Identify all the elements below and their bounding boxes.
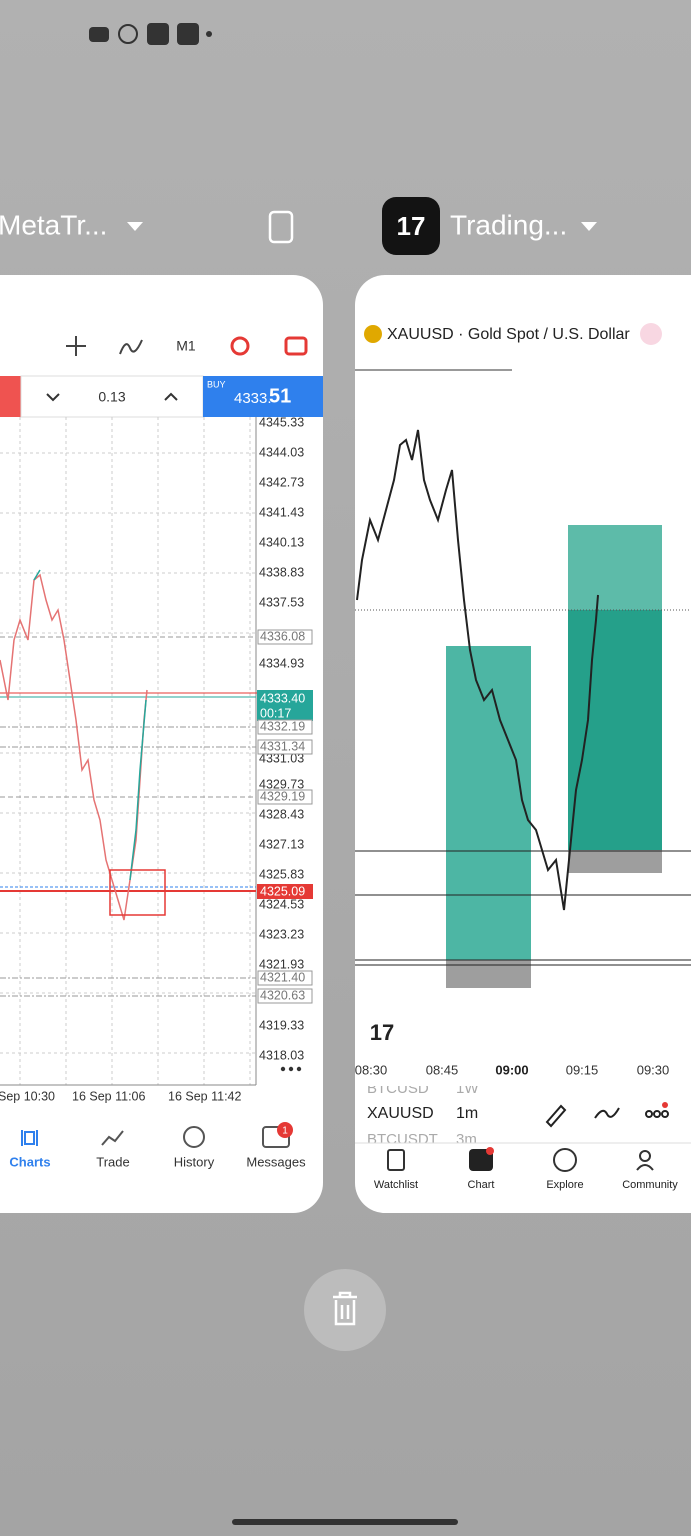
symbol-list[interactable]: BTCUSD 1W XAUUSD 1m BTCUSDT 3m	[367, 1080, 479, 1148]
time-label: 09:15	[566, 1062, 599, 1077]
price-label: 4321.40	[260, 970, 305, 984]
symbol[interactable]: XAUUSD	[367, 1105, 434, 1122]
price-label: 4337.53	[259, 595, 304, 609]
buy-price: 4333.	[234, 390, 272, 407]
price-label: 4329.73	[259, 777, 304, 791]
price-label: 4324.53	[259, 897, 304, 911]
dropdown-icon[interactable]	[127, 222, 143, 231]
time-label: 08:30	[355, 1062, 388, 1077]
price-axis	[257, 629, 313, 1004]
price-label: 4328.43	[259, 807, 304, 821]
price-label: 4336.08	[260, 629, 305, 643]
time-label: 08:45	[426, 1062, 459, 1077]
nav-label[interactable]: Watchlist	[374, 1179, 418, 1191]
app-logo: 17	[397, 211, 426, 241]
price-label: 4342.73	[259, 475, 304, 489]
nav-label[interactable]: Explore	[546, 1179, 583, 1191]
price-label: 4325.09	[260, 884, 305, 898]
position-box	[446, 646, 531, 960]
time-label: 16 Sep 11:06	[72, 1089, 145, 1103]
badge-count: 1	[282, 1126, 288, 1137]
volume[interactable]: 0.13	[98, 389, 125, 405]
metatrader-card[interactable]: M1 0.13 BUY 4333. 51	[0, 275, 323, 1213]
position-box	[568, 525, 662, 610]
price-candles	[356, 429, 599, 911]
tradingview-card[interactable]: XAUUSD · Gold Spot / U.S. Dollar 17 08:3…	[355, 275, 691, 1213]
buy-label: BUY	[207, 379, 226, 389]
nav-label[interactable]: Charts	[9, 1154, 50, 1169]
interval[interactable]: 1m	[456, 1105, 478, 1122]
time-label: Sep 10:30	[0, 1089, 55, 1103]
price-label: 4323.23	[259, 927, 304, 941]
timeframe[interactable]: M1	[176, 338, 196, 354]
nav-icons[interactable]	[387, 1148, 654, 1172]
price-label: 4334.93	[259, 656, 304, 670]
sell-button[interactable]	[0, 376, 21, 417]
price-label: 4344.03	[259, 445, 304, 459]
symbol[interactable]: BTCUSD	[367, 1080, 429, 1097]
status-icons	[89, 23, 212, 45]
price-label: 4325.83	[259, 867, 304, 881]
level-lines	[0, 636, 312, 997]
nav-icons[interactable]	[21, 1126, 290, 1148]
split-icon[interactable]	[268, 210, 294, 244]
buy-button[interactable]	[203, 376, 323, 417]
app-name[interactable]: MetaTr...	[0, 209, 107, 240]
symbol-icon	[364, 325, 382, 343]
more-icon[interactable]	[280, 1066, 302, 1072]
price-label: 4320.63	[260, 988, 305, 1002]
price-label: 4321.93	[259, 957, 304, 971]
price-candles	[0, 573, 148, 921]
price-label: 4341.43	[259, 505, 304, 519]
nav-label[interactable]: Chart	[468, 1179, 495, 1191]
symbol[interactable]: BTCUSDT	[367, 1131, 438, 1148]
toolbar-icons[interactable]	[66, 336, 308, 356]
price-label: 4329.19	[260, 789, 305, 803]
time-label: 09:30	[637, 1062, 670, 1077]
status-dot	[640, 323, 662, 345]
countdown: 00:17	[260, 706, 291, 720]
price-label: 4332.19	[260, 719, 305, 733]
price-label: 4340.13	[259, 535, 304, 549]
app-name[interactable]: Trading...	[450, 209, 567, 240]
time-label: 09:00	[495, 1062, 528, 1077]
price-label: 4333.40	[260, 691, 305, 705]
level-lines	[355, 850, 691, 966]
price-label: 4319.33	[259, 1018, 304, 1032]
app-icon[interactable]	[382, 197, 440, 255]
selection-box	[109, 869, 166, 916]
symbol-title[interactable]: XAUUSD · Gold Spot / U.S. Dollar	[387, 326, 630, 343]
price-label: 4345.33	[259, 415, 304, 429]
price-label: 4331.03	[259, 751, 304, 765]
price-label: 4338.83	[259, 565, 304, 579]
nav-label[interactable]: History	[174, 1154, 215, 1169]
home-indicator[interactable]	[232, 1519, 458, 1525]
buy-price: 51	[269, 385, 291, 407]
interval[interactable]: 3m	[456, 1131, 477, 1148]
time-label: 16 Sep 11:42	[168, 1089, 241, 1103]
tv-logo: 17	[370, 1020, 394, 1045]
nav-label[interactable]: Community	[622, 1179, 678, 1191]
trash-icon	[333, 1291, 357, 1326]
interval[interactable]: 1W	[456, 1080, 479, 1097]
nav-label[interactable]: Trade	[96, 1154, 129, 1169]
nav-label[interactable]: Messages	[246, 1154, 306, 1169]
badge	[277, 1122, 293, 1138]
clear-all-button[interactable]	[304, 1269, 386, 1351]
dropdown-icon[interactable]	[581, 222, 597, 231]
price-label: 4318.03	[259, 1048, 304, 1062]
chart-tools[interactable]	[545, 1104, 669, 1128]
price-label: 4327.13	[259, 837, 304, 851]
price-label: 4331.34	[260, 739, 305, 753]
